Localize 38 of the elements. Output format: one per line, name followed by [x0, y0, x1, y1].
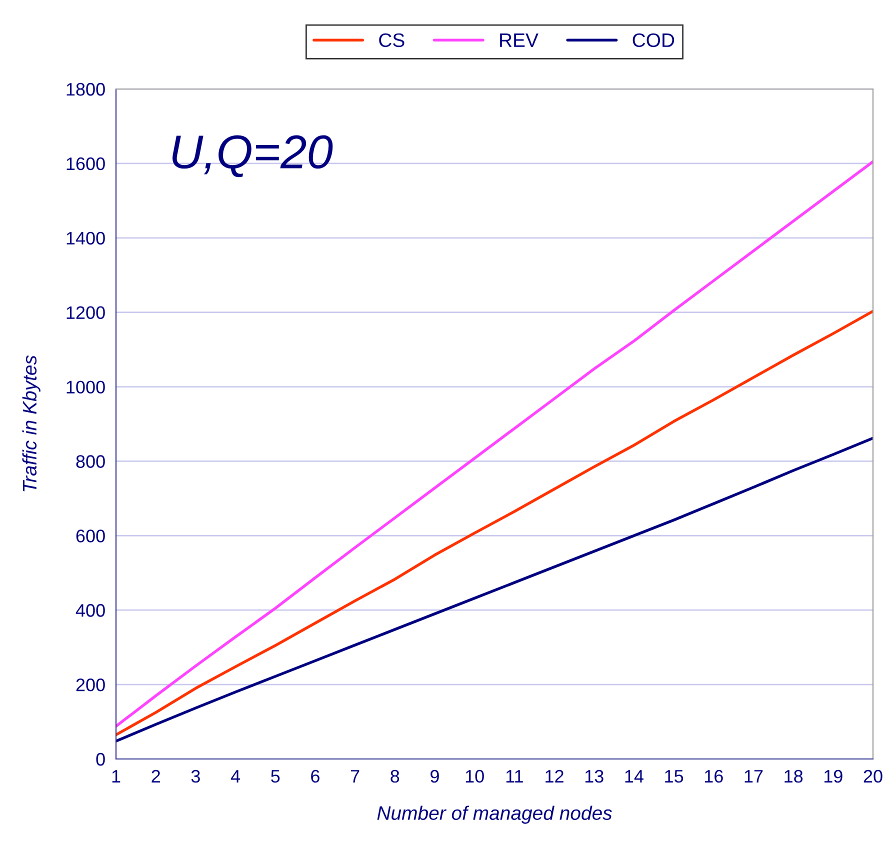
y-tick-label: 1000	[66, 380, 105, 394]
x-tick-label: 13	[585, 770, 604, 783]
x-tick-label: 6	[311, 770, 320, 783]
y-tick-label: 200	[76, 678, 105, 692]
legend-label: REV	[500, 34, 538, 47]
legend-label: CS	[379, 33, 404, 48]
x-tick-label: 9	[430, 770, 439, 783]
x-tick-label: 2	[152, 770, 160, 782]
x-axis-title: Number of managed nodes	[377, 806, 612, 824]
x-tick-label: 1	[112, 770, 120, 782]
x-tick-label: 17	[744, 770, 763, 782]
x-tick-label: 16	[704, 770, 723, 783]
x-tick-label: 7	[350, 770, 360, 782]
line-series	[116, 310, 873, 736]
x-tick-label: 20	[864, 770, 882, 783]
y-axis-title: Traffic in Kbytes	[22, 355, 40, 492]
x-tick-label: 14	[625, 770, 644, 782]
x-tick-label: 18	[784, 770, 803, 783]
y-tick-label: 1800	[66, 82, 105, 96]
x-tick-label: 19	[824, 770, 842, 783]
y-tick-label: 1600	[66, 157, 105, 170]
x-tick-label: 15	[665, 770, 684, 783]
x-tick-label: 8	[390, 770, 400, 783]
y-tick-label: 1200	[66, 306, 105, 320]
x-tick-label: 10	[466, 770, 484, 783]
y-tick-label: 600	[76, 530, 105, 542]
y-tick-label: 400	[76, 604, 105, 617]
x-tick-label: 3	[191, 770, 200, 783]
x-tick-label: 4	[230, 770, 240, 782]
x-tick-label: 12	[546, 770, 564, 782]
text: U,Q=20	[172, 135, 333, 178]
x-tick-label: 11	[506, 770, 523, 782]
legend-label: COD	[632, 33, 674, 48]
line-series	[116, 436, 873, 743]
y-tick-label: 0	[96, 752, 105, 766]
y-tick-label: 1400	[66, 232, 105, 245]
x-tick-label: 5	[271, 770, 280, 783]
y-tick-label: 800	[76, 455, 105, 468]
